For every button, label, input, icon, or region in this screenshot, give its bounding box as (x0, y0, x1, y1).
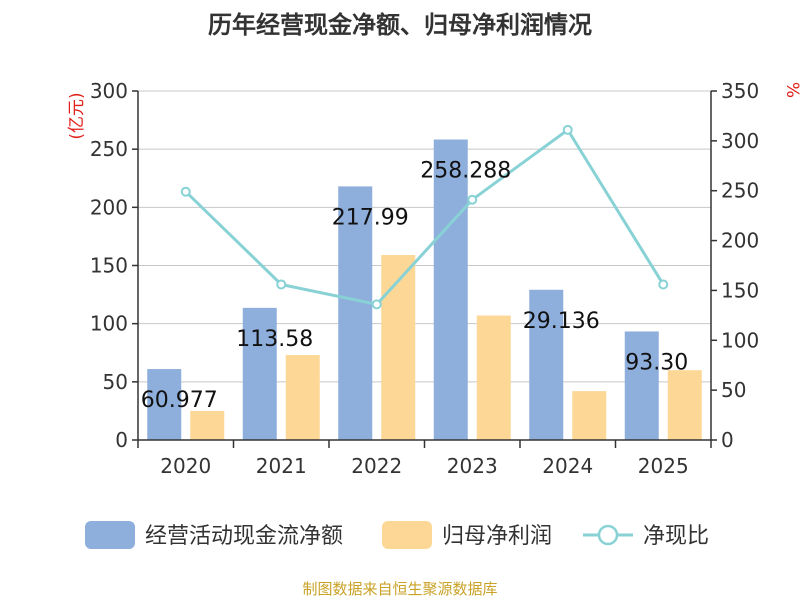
line-ratio (184, 127, 665, 307)
left-tick-label: 0 (115, 428, 128, 452)
line-point (276, 279, 287, 290)
legend-label-ratio: 净现比 (643, 524, 709, 549)
bar-cashflow (529, 289, 564, 440)
source-note: 制图数据来自恒生聚源数据库 (302, 580, 497, 598)
data-label-cashflow: 258.288 (420, 159, 511, 184)
bar-netprofit (572, 391, 607, 440)
data-label-cashflow: 60.977 (141, 388, 218, 413)
right-tick-label: 300 (721, 129, 759, 153)
line-point (562, 124, 573, 135)
bar-netprofit (667, 370, 702, 440)
right-tick-label: 200 (721, 229, 759, 253)
chart-title: 历年经营现金净额、归母净利润情况 (208, 11, 592, 39)
right-tick-label: 250 (721, 179, 759, 203)
legend-item-ratio[interactable]: 净现比 (583, 524, 709, 549)
bar-cashflow (338, 186, 373, 440)
line-series (180, 124, 669, 310)
left-axis-ticks: 0 50 100 150 200 250 300 (90, 79, 138, 452)
x-tick-label: 2022 (351, 454, 402, 478)
left-tick-label: 50 (103, 370, 128, 394)
data-label-cashflow: 113.58 (236, 327, 313, 352)
bar-netprofit (190, 410, 225, 440)
bar-netprofit (285, 355, 320, 440)
data-labels: 60.977 113.58 217.99 258.288 29.136 93.30 (141, 159, 688, 414)
data-label-cashflow: 217.99 (332, 205, 409, 230)
right-axis-unit: % (782, 82, 800, 98)
line-point (180, 186, 191, 197)
right-tick-label: 150 (721, 278, 759, 302)
grid (138, 90, 711, 383)
line-point (371, 299, 382, 310)
x-axis-ticks: 2020 2021 2022 2023 2024 2025 (137, 440, 712, 478)
bar-netprofit (381, 255, 416, 440)
bar-cashflow (624, 331, 659, 440)
legend-marker-ratio (597, 524, 619, 546)
right-tick-label: 50 (721, 378, 746, 402)
data-label-cashflow: 29.136 (523, 309, 600, 334)
right-tick-label: 100 (721, 328, 759, 352)
x-tick-label: 2023 (447, 454, 498, 478)
line-point (658, 279, 669, 290)
data-label-cashflow: 93.30 (625, 350, 688, 375)
right-tick-label: 350 (721, 79, 759, 103)
legend-item-cashflow[interactable]: 经营活动现金流净额 (85, 521, 343, 549)
legend-item-netprofit[interactable]: 归母净利润 (382, 521, 552, 549)
x-tick-label: 2025 (638, 454, 689, 478)
x-tick-label: 2024 (542, 454, 593, 478)
bar-netprofit (476, 315, 511, 440)
bar-cashflow (433, 139, 468, 440)
legend: 经营活动现金流净额 归母净利润 净现比 (85, 521, 709, 549)
line-point (467, 194, 478, 205)
left-tick-label: 250 (90, 137, 128, 161)
legend-swatch-cashflow (85, 521, 135, 549)
bar-cashflow (242, 307, 277, 440)
legend-swatch-netprofit (382, 521, 432, 549)
right-axis-ticks: 0 50 100 150 200 250 300 350 (711, 79, 759, 452)
left-tick-label: 200 (90, 195, 128, 219)
left-tick-label: 300 (90, 79, 128, 103)
left-tick-label: 150 (90, 254, 128, 278)
x-tick-label: 2020 (160, 454, 211, 478)
bar-cashflow (147, 369, 182, 440)
left-tick-label: 100 (90, 312, 128, 336)
bars (147, 139, 702, 440)
legend-label-netprofit: 归母净利润 (442, 524, 552, 549)
left-axis-unit: (亿元) (67, 92, 87, 139)
x-tick-label: 2021 (256, 454, 307, 478)
legend-label-cashflow: 经营活动现金流净额 (145, 524, 343, 549)
right-tick-label: 0 (721, 428, 734, 452)
